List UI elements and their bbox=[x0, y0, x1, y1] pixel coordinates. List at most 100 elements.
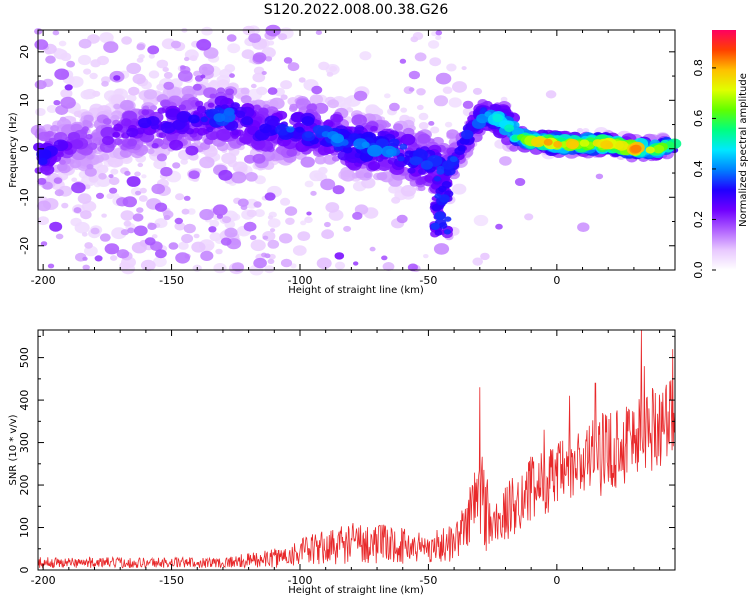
spectrogram-cell bbox=[315, 30, 322, 35]
spectrogram-cell bbox=[342, 146, 353, 154]
spectrogram-cell bbox=[340, 170, 356, 182]
spectrogram-cell bbox=[407, 263, 418, 272]
spectrogram-cell bbox=[264, 253, 271, 259]
spectrogram-cell bbox=[399, 58, 407, 64]
spectrogram-cell bbox=[279, 233, 293, 244]
spectrogram-cell bbox=[82, 264, 90, 271]
spectrogram-cell bbox=[156, 59, 169, 69]
spectrogram-cell bbox=[60, 52, 72, 62]
spectrogram-cell bbox=[208, 226, 217, 233]
spectrogram-cell bbox=[156, 153, 167, 162]
spectrogram-cell bbox=[332, 185, 345, 195]
spectrogram-cell bbox=[198, 63, 215, 76]
spectrogram-cell bbox=[136, 207, 144, 213]
spectrogram-cell bbox=[287, 62, 300, 72]
snr-y-tick-label: 0 bbox=[18, 567, 31, 574]
spectrogram-cell bbox=[351, 114, 368, 127]
spectrogram-cell bbox=[113, 123, 123, 132]
spectrogram-cell bbox=[187, 208, 196, 215]
spectrogram-cell bbox=[160, 99, 171, 108]
spectrogram-cell bbox=[262, 235, 269, 240]
spectrogram-cell bbox=[227, 43, 241, 54]
spectrogram-x-tick-label: -100 bbox=[288, 274, 313, 287]
spectrogram-cell bbox=[84, 167, 97, 177]
spectrogram-cell bbox=[52, 30, 60, 36]
spectrogram-cell bbox=[630, 144, 642, 153]
spectrogram-cell bbox=[267, 218, 281, 228]
spectrogram-cell bbox=[116, 249, 130, 259]
spectrogram-cell bbox=[60, 96, 76, 109]
spectrogram-cell bbox=[286, 126, 295, 133]
spectrogram-cell bbox=[297, 231, 311, 242]
spectrogram-cell bbox=[243, 221, 257, 232]
spectrogram-cell bbox=[267, 239, 280, 249]
spectrogram-cell bbox=[49, 221, 63, 232]
spectrogram-cell bbox=[258, 107, 269, 116]
spectrogram-cell bbox=[252, 72, 266, 83]
spectrogram-cell bbox=[148, 53, 155, 59]
spectrogram-cell bbox=[168, 242, 179, 250]
spectrogram-cell bbox=[449, 156, 458, 163]
spectrogram-cell bbox=[37, 216, 49, 226]
spectrogram-cell bbox=[222, 216, 232, 224]
spectrogram-cell bbox=[435, 30, 443, 36]
spectrogram-cell bbox=[53, 139, 69, 152]
spectrogram-cell bbox=[264, 265, 275, 274]
spectrogram-cell bbox=[331, 133, 344, 144]
spectrogram-cell bbox=[461, 129, 474, 140]
spectrogram-cell bbox=[414, 52, 427, 62]
spectrogram-cell bbox=[195, 100, 204, 108]
spectrogram-cell bbox=[407, 167, 416, 174]
spectrogram-cell bbox=[500, 96, 508, 102]
spectrogram-cell bbox=[113, 103, 121, 110]
spectrogram-y-tick-label: 20 bbox=[18, 45, 31, 59]
spectrogram-cell bbox=[231, 171, 247, 184]
spectrogram-cell bbox=[389, 102, 400, 112]
spectrogram-cell bbox=[579, 139, 590, 147]
spectrogram-cell bbox=[203, 47, 219, 59]
spectrogram-cell bbox=[88, 175, 99, 183]
spectrogram-cell bbox=[246, 209, 257, 218]
spectrogram-cell bbox=[108, 176, 120, 186]
spectrogram-y-label: Frequency (Hz) bbox=[8, 112, 19, 188]
spectrogram-cell bbox=[645, 146, 655, 154]
spectrogram-cell bbox=[153, 159, 167, 170]
spectrogram-cell bbox=[218, 169, 233, 181]
spectrogram-cell bbox=[420, 160, 433, 170]
spectrogram-cell bbox=[188, 170, 200, 179]
spectrogram-cell bbox=[87, 142, 98, 150]
spectrogram-cell bbox=[252, 52, 267, 63]
spectrogram-cell bbox=[126, 62, 142, 75]
spectrogram-cell bbox=[86, 164, 94, 170]
spectrogram-cell bbox=[267, 215, 274, 220]
spectrogram-cell bbox=[50, 124, 60, 132]
spectrogram-cell bbox=[136, 43, 145, 51]
spectrogram-cell bbox=[176, 111, 192, 123]
spectrogram-cell bbox=[334, 252, 345, 260]
spectrogram-cell bbox=[110, 255, 118, 261]
spectrogram-cell bbox=[102, 135, 114, 146]
spectrogram-cell bbox=[55, 233, 64, 240]
spectrogram-cell bbox=[175, 193, 185, 201]
colorbar-tick-label: 0.2 bbox=[692, 211, 705, 229]
spectrogram-cell bbox=[318, 61, 330, 71]
spectrogram-cell bbox=[473, 214, 489, 227]
spectrogram-cell bbox=[304, 216, 313, 224]
spectrogram-cell bbox=[177, 70, 193, 82]
spectrogram-cell bbox=[434, 211, 446, 221]
spectrogram-cell bbox=[141, 109, 150, 116]
spectrogram-cell bbox=[209, 219, 220, 228]
spectrogram-cell bbox=[34, 39, 49, 50]
spectrogram-cell bbox=[61, 202, 69, 209]
snr-y-tick-label: 100 bbox=[18, 517, 31, 538]
spectrogram-cell bbox=[108, 174, 114, 179]
colorbar-gradient bbox=[712, 30, 736, 270]
spectrogram-cell bbox=[147, 45, 160, 55]
spectrogram-cell bbox=[121, 36, 132, 45]
spectrogram-cell bbox=[163, 71, 173, 79]
spectrogram-cell bbox=[332, 114, 344, 123]
spectrogram-cell bbox=[438, 194, 450, 203]
spectrogram-cell bbox=[113, 138, 123, 146]
spectrogram-cell bbox=[120, 210, 135, 221]
spectrogram-cell bbox=[240, 95, 252, 104]
